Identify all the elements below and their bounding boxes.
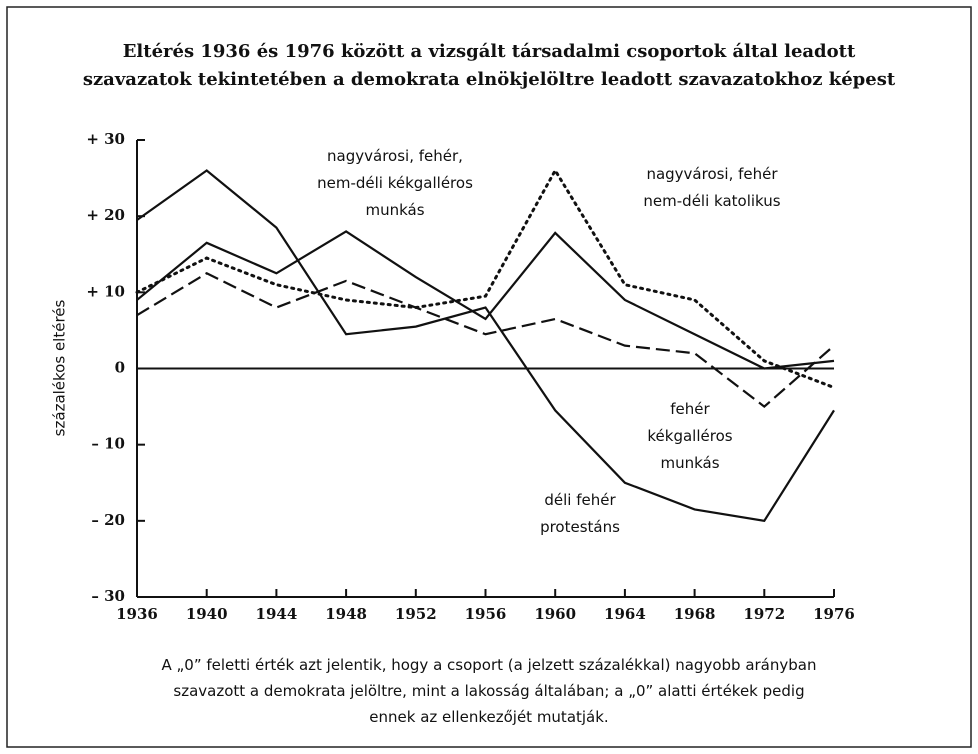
y-tick-label: – 30 [91, 587, 125, 605]
y-tick-label: + 30 [86, 130, 125, 148]
series-line [135, 167, 836, 390]
series-label: nagyvárosi, fehér, nem-déli kékgalléros mu… [317, 147, 473, 219]
y-tick-label: – 10 [91, 435, 125, 453]
series-line [136, 169, 835, 523]
x-tick-label: 1952 [395, 605, 437, 623]
frame [6, 6, 972, 748]
y-tick-label: 0 [115, 359, 125, 377]
series-label: déli fehér protestáns [540, 491, 620, 536]
series-label: nagyvárosi, fehér nem-déli katolikus [643, 165, 780, 210]
x-tick-label: 1968 [674, 605, 716, 623]
chart-title: Eltérés 1936 és 1976 között a vizsgált t… [83, 41, 896, 90]
x-tick-label: 1964 [604, 605, 646, 623]
series-line [136, 272, 835, 409]
x-tick-label: 1944 [256, 605, 298, 623]
note: A „0” feletti érték azt jelentik, hogy a… [162, 656, 817, 726]
x-tick-label: 1972 [743, 605, 785, 623]
x-tick-label: 1936 [116, 605, 158, 623]
y-axis-label: százalékos eltérés [51, 299, 69, 436]
x-tick-label: 1948 [325, 605, 367, 623]
x-tick-label: 1956 [465, 605, 507, 623]
y-tick-label: – 20 [91, 511, 125, 529]
x-tick-label: 1960 [534, 605, 576, 623]
x-tick-label: 1940 [186, 605, 228, 623]
y-tick-label: + 10 [86, 282, 125, 300]
x-tick-label: 1976 [813, 605, 855, 623]
series-line [136, 230, 835, 370]
series-label: fehér kékgalléros munkás [647, 400, 732, 472]
y-tick-label: + 20 [86, 206, 125, 224]
